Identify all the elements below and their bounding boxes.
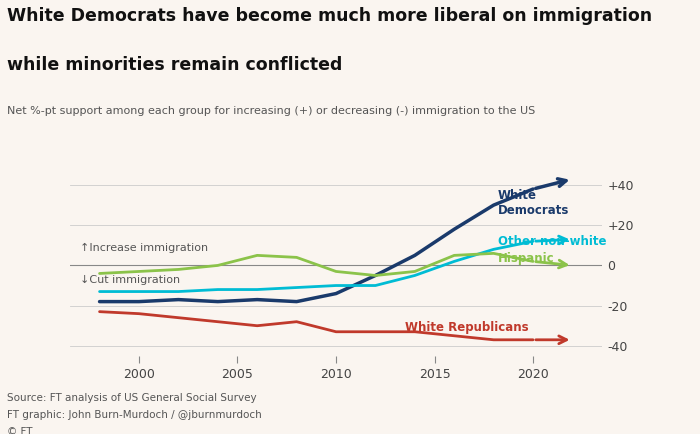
Text: White Republicans: White Republicans <box>405 321 528 334</box>
Text: Other non-white: Other non-white <box>498 235 606 248</box>
Text: White
Democrats: White Democrats <box>498 189 569 217</box>
Text: ↑Increase immigration: ↑Increase immigration <box>80 243 208 253</box>
Text: Net %-pt support among each group for increasing (+) or decreasing (-) immigrati: Net %-pt support among each group for in… <box>7 106 536 116</box>
Text: Source: FT analysis of US General Social Survey: Source: FT analysis of US General Social… <box>7 393 257 403</box>
Text: Hispanic: Hispanic <box>498 252 554 265</box>
Text: © FT: © FT <box>7 427 32 434</box>
Text: FT graphic: John Burn-Murdoch / @jburnmurdoch: FT graphic: John Burn-Murdoch / @jburnmu… <box>7 410 262 420</box>
Text: White Democrats have become much more liberal on immigration: White Democrats have become much more li… <box>7 7 652 24</box>
Text: while minorities remain conflicted: while minorities remain conflicted <box>7 56 342 74</box>
Text: ↓Cut immigration: ↓Cut immigration <box>80 276 180 286</box>
